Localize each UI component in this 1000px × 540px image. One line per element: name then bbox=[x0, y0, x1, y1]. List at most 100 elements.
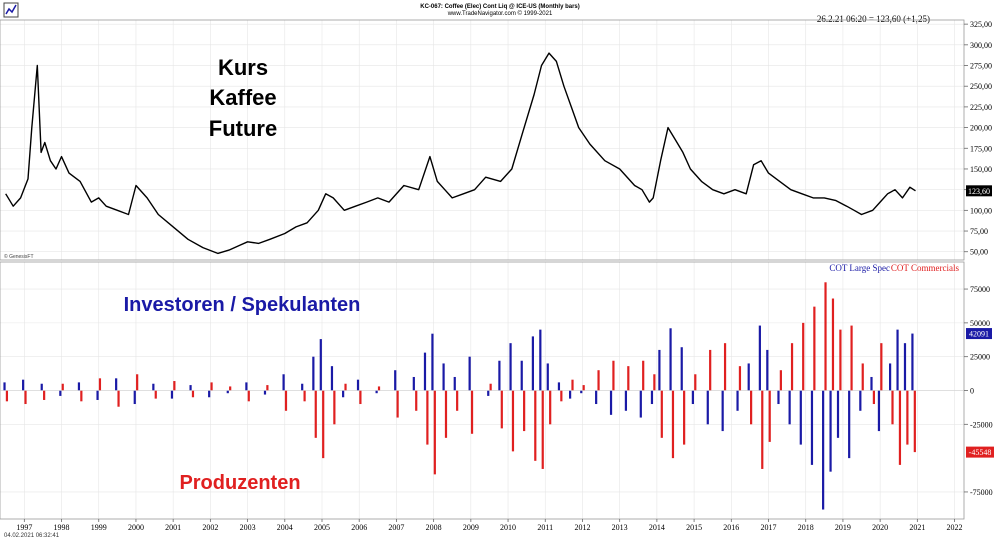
chart-title: KC-067: Coffee (Elec) Cont Liq @ ICE-US … bbox=[420, 4, 580, 10]
cot-bar-commercials bbox=[489, 383, 492, 391]
cot-bar-commercials bbox=[839, 329, 842, 391]
x-tick-label: 2021 bbox=[909, 523, 925, 532]
cot-bar-commercials bbox=[191, 390, 195, 398]
cot-bar-commercials bbox=[831, 298, 835, 391]
legend-commercials: COT Commercials bbox=[891, 263, 960, 273]
cot-bar-large-spec bbox=[788, 390, 791, 425]
x-tick-label: 2004 bbox=[277, 523, 293, 532]
cot-bar-large-spec bbox=[609, 390, 613, 415]
x-tick-label: 1997 bbox=[16, 523, 32, 532]
cot-tick-label: -75000 bbox=[970, 488, 993, 497]
cot-bar-large-spec bbox=[911, 333, 914, 391]
cot-bar-large-spec bbox=[546, 363, 549, 391]
cot-bar-large-spec bbox=[226, 390, 229, 394]
x-tick-label: 2013 bbox=[612, 523, 628, 532]
cot-bar-large-spec bbox=[580, 390, 583, 394]
cot-bar-commercials bbox=[80, 390, 83, 402]
cot-bar-large-spec bbox=[691, 390, 694, 405]
x-tick-label: 2009 bbox=[463, 523, 479, 532]
cot-bar-large-spec bbox=[394, 370, 397, 391]
annotation-producers: Produzenten bbox=[179, 472, 300, 494]
cot-bar-commercials bbox=[433, 390, 436, 475]
cot-bar-commercials bbox=[426, 390, 429, 445]
cot-bar-large-spec bbox=[810, 390, 814, 465]
cot-bar-commercials bbox=[738, 366, 742, 391]
price-tick-label: 75,00 bbox=[970, 227, 988, 236]
cot-bar-commercials bbox=[266, 385, 269, 391]
cot-bar-commercials bbox=[359, 390, 362, 405]
cot-bar-large-spec bbox=[442, 363, 445, 391]
cot-bar-commercials bbox=[136, 374, 139, 391]
legend-large-spec: COT Large Spec bbox=[829, 263, 890, 273]
cot-bar-large-spec bbox=[356, 379, 360, 391]
cot-bar-commercials bbox=[5, 390, 9, 402]
cot-bar-large-spec bbox=[595, 390, 598, 405]
spec-last-value: 42091 bbox=[969, 330, 989, 339]
cot-bar-large-spec bbox=[245, 382, 248, 391]
cot-bar-commercials bbox=[861, 363, 864, 391]
cot-bar-commercials bbox=[444, 390, 448, 438]
cot-bar-large-spec bbox=[468, 356, 471, 391]
cot-bar-large-spec bbox=[115, 378, 118, 391]
cot-bar-commercials bbox=[500, 390, 503, 429]
cot-bar-large-spec bbox=[777, 390, 780, 405]
spec-last-badge: 42091 bbox=[966, 328, 992, 340]
cot-bar-commercials bbox=[790, 343, 794, 391]
annotation-kurs: Kurs bbox=[218, 55, 268, 80]
cot-bar-large-spec bbox=[312, 356, 315, 391]
cot-bar-large-spec bbox=[747, 363, 750, 391]
cot-bar-commercials bbox=[322, 390, 325, 459]
cot-bar-commercials bbox=[750, 390, 753, 425]
cot-bar-commercials bbox=[627, 366, 630, 391]
cot-bar-large-spec bbox=[412, 376, 415, 391]
cot-bar-commercials bbox=[898, 390, 902, 465]
cot-bar-large-spec bbox=[282, 374, 285, 391]
cot-bar-large-spec bbox=[453, 376, 456, 391]
cot-bar-commercials bbox=[768, 390, 771, 442]
cot-bars bbox=[3, 282, 916, 510]
cot-bar-large-spec bbox=[706, 390, 709, 425]
cot-bar-commercials bbox=[98, 378, 102, 391]
cot-bar-large-spec bbox=[77, 382, 81, 391]
cot-bar-large-spec bbox=[829, 390, 832, 472]
cot-bar-commercials bbox=[24, 390, 27, 405]
price-tick-label: 325,00 bbox=[970, 20, 992, 29]
cot-bar-commercials bbox=[612, 360, 615, 391]
time-x-axis: 1997 1998 1999 2000 2001 2002 2003 2004 2005 2006… bbox=[16, 519, 963, 532]
cot-bar-commercials bbox=[813, 306, 816, 391]
cot-bar-large-spec bbox=[539, 329, 542, 391]
footer-timestamp: 04.02.2021 06:32:41 bbox=[4, 533, 60, 539]
cot-bar-commercials bbox=[723, 343, 727, 391]
cot-bar-commercials bbox=[415, 390, 418, 411]
x-tick-label: 2017 bbox=[761, 523, 777, 532]
cot-bar-commercials bbox=[549, 390, 552, 425]
cot-bar-commercials bbox=[880, 343, 883, 391]
x-tick-label: 1999 bbox=[91, 523, 107, 532]
cot-bar-large-spec bbox=[721, 390, 724, 432]
price-tick-label: 175,00 bbox=[970, 144, 992, 153]
cot-bar-commercials bbox=[824, 282, 827, 391]
cot-bar-large-spec bbox=[487, 390, 490, 396]
price-tick-label: 150,00 bbox=[970, 165, 992, 174]
x-tick-label: 2016 bbox=[723, 523, 739, 532]
x-tick-label: 1998 bbox=[54, 523, 70, 532]
cot-bar-commercials bbox=[597, 370, 600, 391]
annotation-future: Future bbox=[209, 116, 277, 141]
cot-bar-commercials bbox=[117, 390, 120, 407]
cot-bar-large-spec bbox=[22, 379, 25, 391]
cot-bar-large-spec bbox=[889, 363, 892, 391]
comm-last-badge: -45548 bbox=[966, 446, 994, 458]
x-tick-label: 2002 bbox=[202, 523, 218, 532]
cot-bar-commercials bbox=[709, 349, 712, 391]
x-tick-label: 2015 bbox=[686, 523, 702, 532]
price-panel-frame bbox=[0, 19, 965, 261]
x-tick-label: 2008 bbox=[426, 523, 442, 532]
cot-bar-commercials bbox=[344, 383, 347, 391]
cot-bar-large-spec bbox=[319, 339, 322, 391]
cot-bar-commercials bbox=[582, 385, 585, 391]
cot-bar-commercials bbox=[571, 379, 574, 391]
cot-bar-large-spec bbox=[658, 349, 661, 391]
